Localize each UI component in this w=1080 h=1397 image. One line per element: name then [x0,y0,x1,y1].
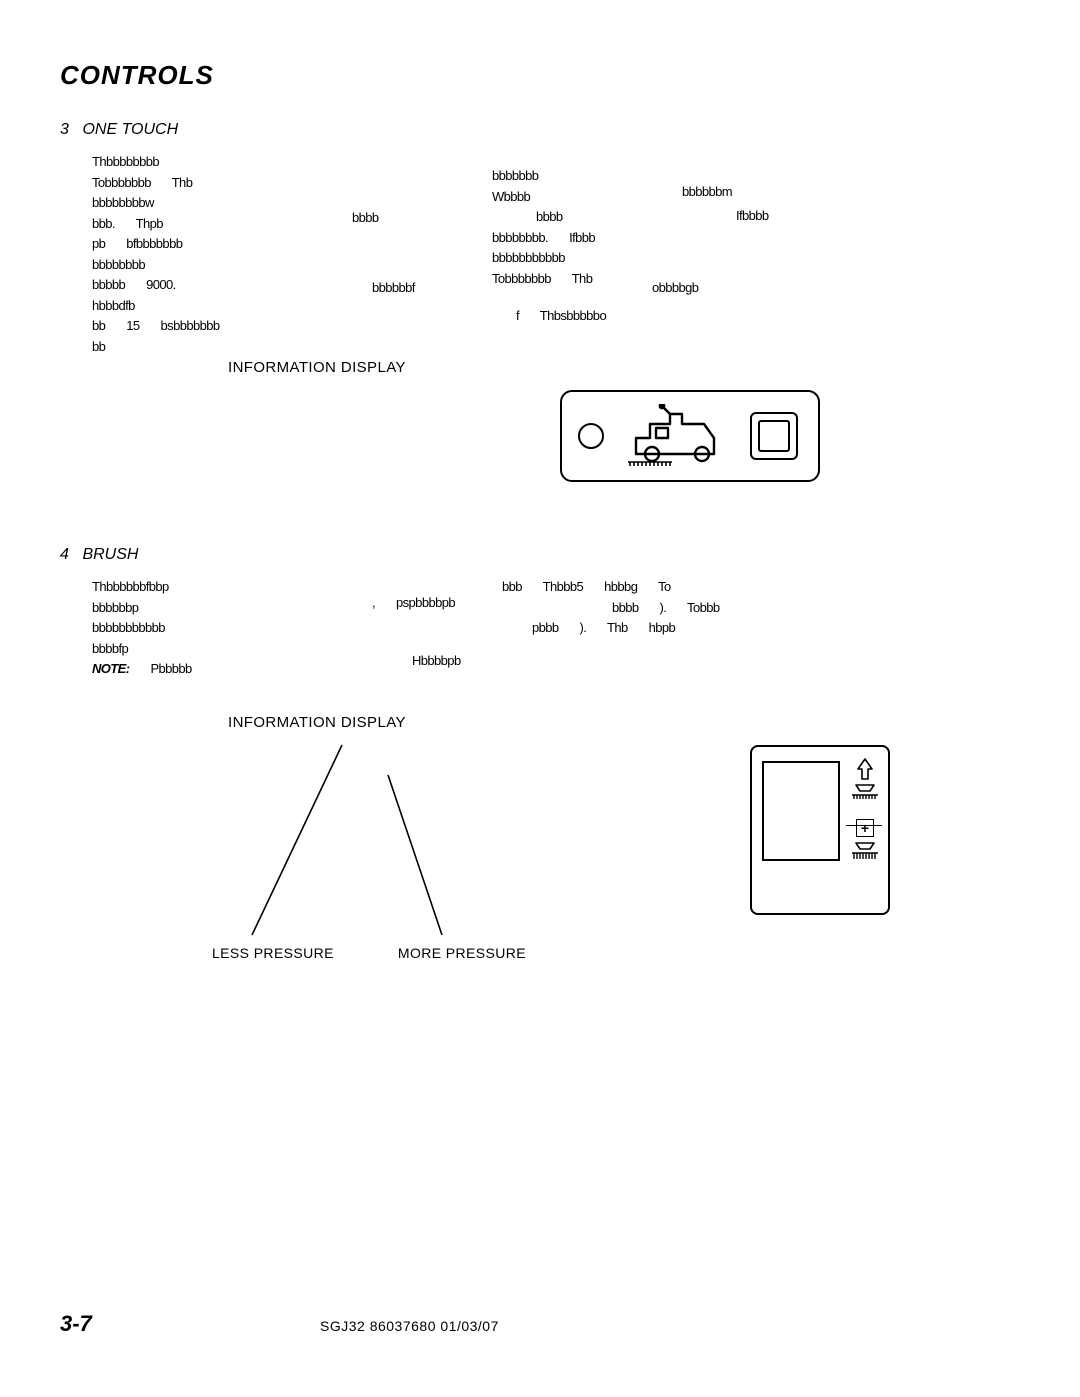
section-3-label: ONE TOUCH [82,121,178,138]
s4-r3: pbbb ). Thb hbpb [532,619,719,637]
s3-l5: pb bfbbbbbbb [92,235,219,253]
s4-m1: , pspbbbbpb [372,594,455,612]
page: CONTROLS 3 ONE TOUCH Thbbbbbbbb Tobbbbbb… [0,0,1080,1397]
s3-r2: Wbbbb [492,188,606,206]
s4-r2: bbbb ). Tobbb [612,599,719,617]
plus-box-icon: + [856,819,874,837]
s3-l8: hbbbdfb [92,297,219,315]
section-4-heading: 4 BRUSH [60,546,1020,564]
s3-f2: Ifbbbb [736,207,769,225]
note-label: NOTE: [92,661,129,676]
s3-l9: bb 15 bsbbbbbbb [92,317,219,335]
indicator-led-icon [578,423,604,449]
figure-2-panel: + [750,745,890,915]
s3-r4: bbbbbbbb. Ifbbb [492,229,606,247]
footer-doc-id: SGJ32 86037680 01/03/07 [320,1318,499,1334]
note-text: Pbbbbb [150,661,191,676]
s3-l1: Thbbbbbbbb [92,153,219,171]
s4-note: NOTE: Pbbbbb [92,660,192,678]
s3-r7: f Thbsbbbbbo [516,307,606,325]
section-3-info-display: INFORMATION DISPLAY [228,359,1020,376]
brush-less-pressure-icon [850,757,880,801]
brush-icon [850,839,880,863]
s4-l3: bbbbbbbbbbb [92,619,192,637]
s3-f1: bbbbbbm [682,183,769,201]
sweeper-machine-icon [622,404,732,468]
section-4-body: Thbbbbbbfbbp bbbbbbp bbbbbbbbbbb bbbbfp … [92,578,952,688]
section-4-num: 4 [60,546,78,564]
s4-r1: bbb Thbbb5 hbbbg To [502,578,719,596]
s4-l1: Thbbbbbbfbbp [92,578,192,596]
figure-1-panel [560,390,820,482]
s3-m1: bbbb [352,209,379,227]
s3-l10: bb [92,338,219,356]
figure-2-labels: LESS PRESSURE MORE PRESSURE [212,945,526,961]
figure-2-icon-stack: + [850,757,880,863]
one-touch-button-icon [750,412,798,460]
less-pressure-label: LESS PRESSURE [212,945,334,961]
brush-more-pressure-icon: + [850,819,880,863]
section-3-num: 3 [60,121,78,139]
s4-l2: bbbbbbp [92,599,192,617]
s3-r6: Tobbbbbbb Thb [492,270,606,288]
section-4-info-display: INFORMATION DISPLAY [228,714,1020,731]
s3-l2: Tobbbbbbb Thb [92,174,219,192]
s3-r5: bbbbbbbbbbb [492,249,606,267]
page-number: 3-7 [60,1311,320,1337]
page-footer: 3-7 SGJ32 86037680 01/03/07 [60,1311,1020,1337]
s3-l4: bbb. Thpb [92,215,219,233]
page-title: CONTROLS [60,60,1020,91]
s3-f3: obbbbgb [652,279,698,297]
figure-2-callout-lines-icon [132,739,552,949]
figure-2-screen [762,761,840,861]
s3-r3: bbbb [536,208,606,226]
section-3-body: Thbbbbbbbb Tobbbbbbb Thb bbbbbbbbw bbb. … [92,153,952,333]
s3-r1: bbbbbbb [492,167,606,185]
s3-m2: bbbbbbf [372,279,415,297]
figure-2: + L [92,745,1020,995]
section-4-label: BRUSH [82,546,138,563]
more-pressure-label: MORE PRESSURE [398,945,526,961]
s4-m2: Hbbbbpb [412,652,461,670]
section-3-heading: 3 ONE TOUCH [60,121,1020,139]
s3-l3: bbbbbbbbw [92,194,219,212]
s3-l6: bbbbbbbb [92,256,219,274]
s3-l7: bbbbb 9000. [92,276,219,294]
s4-l4: bbbbfp [92,640,192,658]
figure-1 [560,390,1020,482]
